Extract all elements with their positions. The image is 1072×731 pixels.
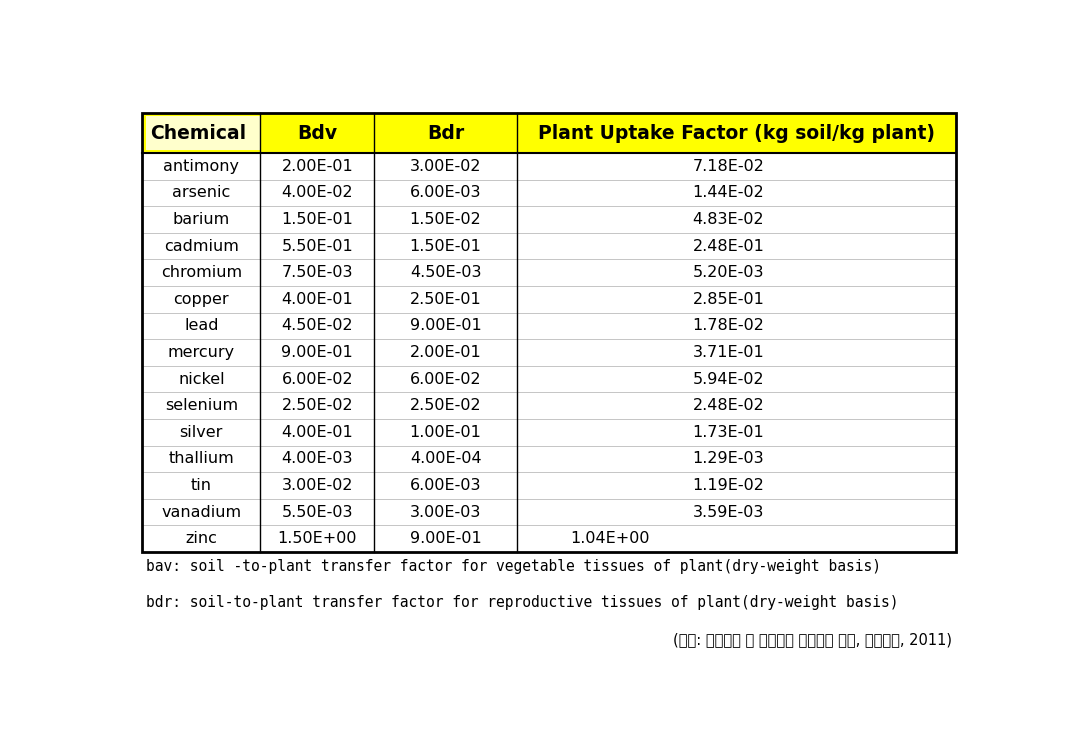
Text: Bdr: Bdr (427, 124, 464, 143)
Text: 1.44E-02: 1.44E-02 (693, 186, 764, 200)
Text: 1.50E-01: 1.50E-01 (282, 212, 354, 227)
Text: 6.00E-02: 6.00E-02 (282, 371, 353, 387)
Text: copper: copper (174, 292, 229, 307)
Text: 1.00E-01: 1.00E-01 (410, 425, 481, 440)
Text: 9.00E-01: 9.00E-01 (282, 345, 354, 360)
Text: antimony: antimony (163, 159, 239, 174)
Text: 4.50E-02: 4.50E-02 (282, 319, 353, 333)
Text: Chemical: Chemical (150, 124, 247, 143)
Text: 1.50E-01: 1.50E-01 (410, 238, 481, 254)
Text: 4.00E-02: 4.00E-02 (282, 186, 353, 200)
Text: 2.50E-02: 2.50E-02 (282, 398, 353, 413)
Text: bav: soil -to-plant transfer factor for vegetable tissues of plant(dry-weight ba: bav: soil -to-plant transfer factor for … (147, 558, 881, 574)
Text: zinc: zinc (185, 531, 218, 546)
Text: 2.00E-01: 2.00E-01 (410, 345, 481, 360)
Text: cadmium: cadmium (164, 238, 239, 254)
Bar (143, 153, 956, 552)
Text: 6.00E-03: 6.00E-03 (410, 478, 481, 493)
Text: 5.50E-03: 5.50E-03 (282, 504, 353, 520)
Text: thallium: thallium (168, 452, 234, 466)
Text: 3.00E-02: 3.00E-02 (410, 159, 481, 174)
Text: vanadium: vanadium (161, 504, 241, 520)
Text: lead: lead (184, 319, 219, 333)
Text: Plant Uptake Factor (kg soil/kg plant): Plant Uptake Factor (kg soil/kg plant) (538, 124, 935, 143)
Text: 1.04E+00: 1.04E+00 (570, 531, 651, 546)
Text: 3.00E-02: 3.00E-02 (282, 478, 353, 493)
Text: 1.29E-03: 1.29E-03 (693, 452, 764, 466)
Text: 4.00E-03: 4.00E-03 (282, 452, 353, 466)
Text: selenium: selenium (165, 398, 238, 413)
Text: 2.85E-01: 2.85E-01 (693, 292, 764, 307)
Text: 3.59E-03: 3.59E-03 (693, 504, 764, 520)
Text: 4.00E-04: 4.00E-04 (410, 452, 481, 466)
Text: 4.83E-02: 4.83E-02 (693, 212, 764, 227)
Text: bdr: soil-to-plant transfer factor for reproductive tissues of plant(dry-weight : bdr: soil-to-plant transfer factor for r… (147, 595, 899, 610)
Text: 7.50E-03: 7.50E-03 (282, 265, 353, 280)
Text: Bdv: Bdv (297, 124, 338, 143)
Text: 7.18E-02: 7.18E-02 (693, 159, 764, 174)
Text: 4.00E-01: 4.00E-01 (282, 425, 354, 440)
Text: nickel: nickel (178, 371, 225, 387)
Text: 3.71E-01: 3.71E-01 (693, 345, 764, 360)
Bar (143, 113, 956, 153)
Text: 6.00E-02: 6.00E-02 (410, 371, 481, 387)
Text: 9.00E-01: 9.00E-01 (410, 319, 481, 333)
Text: 3.00E-03: 3.00E-03 (410, 504, 481, 520)
Text: 1.78E-02: 1.78E-02 (693, 319, 764, 333)
Text: mercury: mercury (168, 345, 235, 360)
Text: 1.50E-02: 1.50E-02 (410, 212, 481, 227)
Text: 5.94E-02: 5.94E-02 (693, 371, 764, 387)
Text: tin: tin (191, 478, 212, 493)
Text: 6.00E-03: 6.00E-03 (410, 186, 481, 200)
Bar (143, 113, 956, 552)
Text: arsenic: arsenic (173, 186, 230, 200)
Text: 1.50E+00: 1.50E+00 (278, 531, 357, 546)
Text: chromium: chromium (161, 265, 242, 280)
Bar (147, 116, 260, 150)
Text: 2.00E-01: 2.00E-01 (282, 159, 354, 174)
Text: 5.50E-01: 5.50E-01 (282, 238, 354, 254)
Text: (출처: 재배환경 내 유해물질 안전관리 방안, 농식품부, 2011): (출처: 재배환경 내 유해물질 안전관리 방안, 농식품부, 2011) (673, 632, 952, 647)
Text: 2.48E-01: 2.48E-01 (693, 238, 764, 254)
Text: 2.50E-02: 2.50E-02 (410, 398, 481, 413)
Text: 1.19E-02: 1.19E-02 (693, 478, 764, 493)
Text: 4.00E-01: 4.00E-01 (282, 292, 354, 307)
Text: silver: silver (180, 425, 223, 440)
Text: 2.50E-01: 2.50E-01 (410, 292, 481, 307)
Text: 1.73E-01: 1.73E-01 (693, 425, 764, 440)
Text: 2.48E-02: 2.48E-02 (693, 398, 764, 413)
Text: barium: barium (173, 212, 230, 227)
Text: 5.20E-03: 5.20E-03 (693, 265, 764, 280)
Text: 4.50E-03: 4.50E-03 (410, 265, 481, 280)
Text: 9.00E-01: 9.00E-01 (410, 531, 481, 546)
